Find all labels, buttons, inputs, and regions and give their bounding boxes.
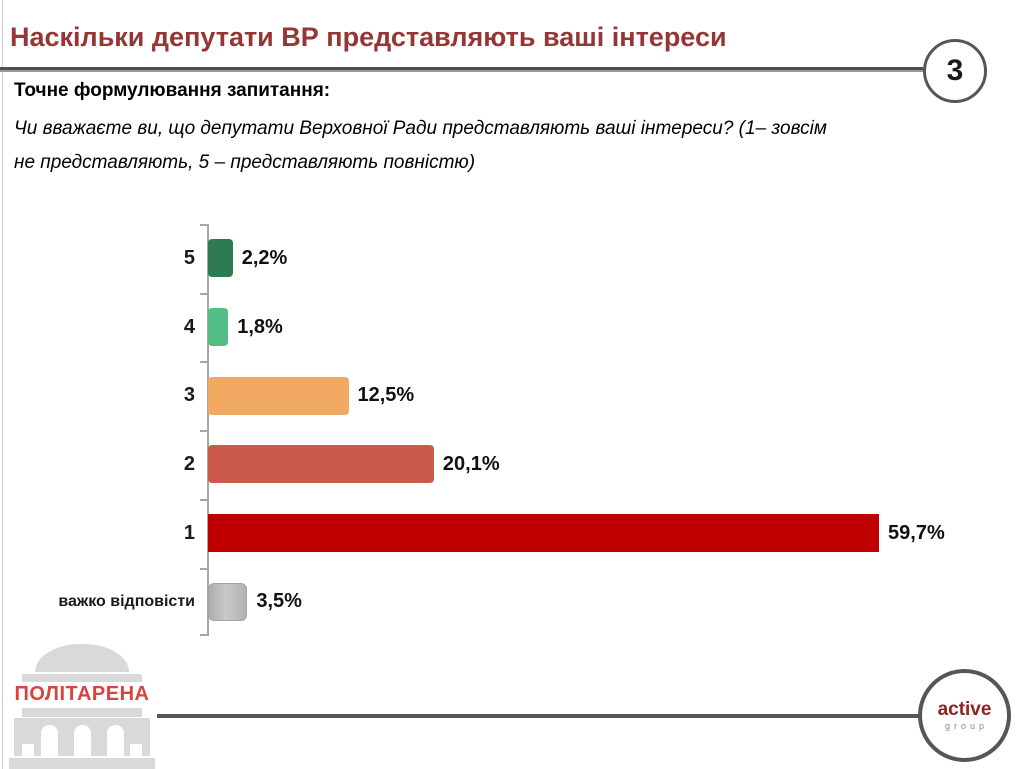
value-label: 20,1% [442,452,500,475]
value-label: 2,2% [241,246,288,269]
category-label: 1 [183,521,195,544]
page-number: 3 [946,54,964,87]
bar-chart: 5 2,2% 4 1,8% 3 12,5% 2 20,1% 1 59,7% важко відпов… [0,224,1010,637]
building-dome-icon [35,644,129,672]
slide-left-border [2,0,3,769]
chart-row: 3 12,5% [0,361,1010,430]
axis-tick [200,224,208,226]
chart-row: важко відповісти 3,5% [0,568,1010,637]
active-group-logo-line1: active [937,699,992,720]
building-door-icon [74,724,91,756]
building-ledge-top [22,673,142,683]
active-group-logo: active group [918,669,1011,762]
chart-row: 5 2,2% [0,224,1010,293]
question-label: Точне формулювання запитання: [14,80,331,101]
category-label: 2 [183,452,195,475]
bar [208,514,880,553]
category-label: 5 [183,246,195,269]
building-ledge-bottom [22,708,142,717]
chart-row: 2 20,1% [0,430,1010,499]
page-title: Наскільки депутати ВР представляють ваші… [10,22,727,52]
politarena-logo-text: ПОЛІТАРЕНА [14,683,150,706]
question-line-2: не представляють, 5 – представляють повн… [14,152,476,173]
title-divider [0,67,923,72]
value-label: 59,7% [888,521,945,544]
active-group-logo-line2: group [944,721,989,731]
value-label: 3,5% [256,590,302,613]
question-text: Чи вважаєте ви, що депутати Верховної Ра… [14,112,944,180]
politarena-logo: ПОЛІТАРЕНА [6,644,158,769]
page-number-badge: 3 [923,39,987,103]
value-label: 12,5% [357,384,415,407]
axis-tick [200,361,208,364]
category-label: 4 [183,315,195,338]
building-door-icon [41,724,58,756]
bar [208,308,229,347]
bar [208,376,349,415]
axis-tick [200,567,208,570]
building-notch [130,743,142,756]
building-columns-icon [14,717,150,756]
chart-row: 4 1,8% [0,293,1010,362]
category-label: важко відповісти [58,592,195,610]
chart-row: 1 59,7% [0,499,1010,568]
axis-tick [200,430,208,433]
bar [208,582,248,621]
category-label: 3 [183,384,195,407]
axis-tick [200,634,208,637]
building-door-icon [107,724,124,756]
axis-tick [200,498,208,501]
footer-divider [157,714,921,718]
value-label: 1,8% [237,315,283,338]
bar [208,445,434,484]
chart-axis [207,224,209,636]
question-line-1: Чи вважаєте ви, що депутати Верховної Ра… [14,118,827,139]
building-base [9,757,155,769]
axis-tick [200,292,208,295]
bar [208,239,233,278]
building-notch [22,743,34,756]
